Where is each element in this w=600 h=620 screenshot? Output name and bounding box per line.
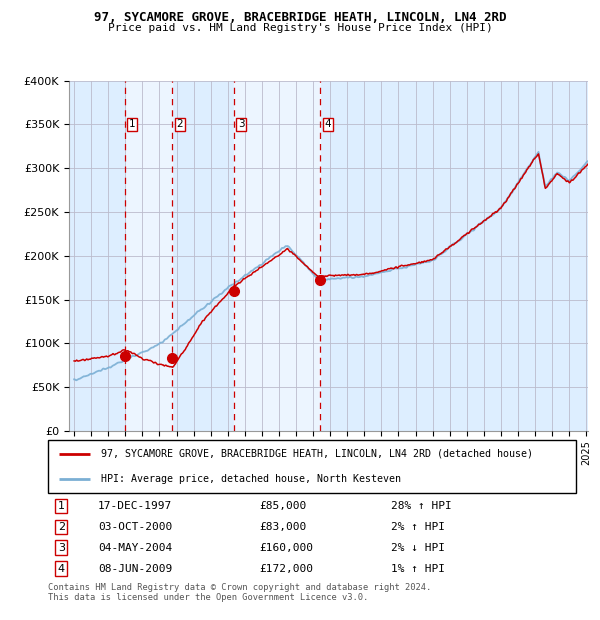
Text: £172,000: £172,000 <box>259 564 313 574</box>
Text: 2% ↑ HPI: 2% ↑ HPI <box>391 522 445 532</box>
Text: 4: 4 <box>58 564 65 574</box>
Text: 28% ↑ HPI: 28% ↑ HPI <box>391 501 452 511</box>
Text: 3: 3 <box>58 543 65 553</box>
Text: 03-OCT-2000: 03-OCT-2000 <box>98 522 172 532</box>
Text: 08-JUN-2009: 08-JUN-2009 <box>98 564 172 574</box>
Text: 1% ↑ HPI: 1% ↑ HPI <box>391 564 445 574</box>
Text: 4: 4 <box>325 120 331 130</box>
Text: 17-DEC-1997: 17-DEC-1997 <box>98 501 172 511</box>
Text: 04-MAY-2004: 04-MAY-2004 <box>98 543 172 553</box>
Text: Contains HM Land Registry data © Crown copyright and database right 2024.: Contains HM Land Registry data © Crown c… <box>48 583 431 592</box>
Text: £85,000: £85,000 <box>259 501 307 511</box>
Text: This data is licensed under the Open Government Licence v3.0.: This data is licensed under the Open Gov… <box>48 593 368 602</box>
Text: 2: 2 <box>176 120 183 130</box>
Text: 3: 3 <box>238 120 244 130</box>
Text: 2% ↓ HPI: 2% ↓ HPI <box>391 543 445 553</box>
Text: 97, SYCAMORE GROVE, BRACEBRIDGE HEATH, LINCOLN, LN4 2RD (detached house): 97, SYCAMORE GROVE, BRACEBRIDGE HEATH, L… <box>101 449 533 459</box>
Text: Price paid vs. HM Land Registry's House Price Index (HPI): Price paid vs. HM Land Registry's House … <box>107 23 493 33</box>
Text: 2: 2 <box>58 522 65 532</box>
Text: HPI: Average price, detached house, North Kesteven: HPI: Average price, detached house, Nort… <box>101 474 401 484</box>
Text: 1: 1 <box>129 120 136 130</box>
Text: 1: 1 <box>58 501 65 511</box>
Bar <box>125 81 172 431</box>
Bar <box>233 81 320 431</box>
Text: £160,000: £160,000 <box>259 543 313 553</box>
Text: £83,000: £83,000 <box>259 522 307 532</box>
Text: 97, SYCAMORE GROVE, BRACEBRIDGE HEATH, LINCOLN, LN4 2RD: 97, SYCAMORE GROVE, BRACEBRIDGE HEATH, L… <box>94 11 506 24</box>
